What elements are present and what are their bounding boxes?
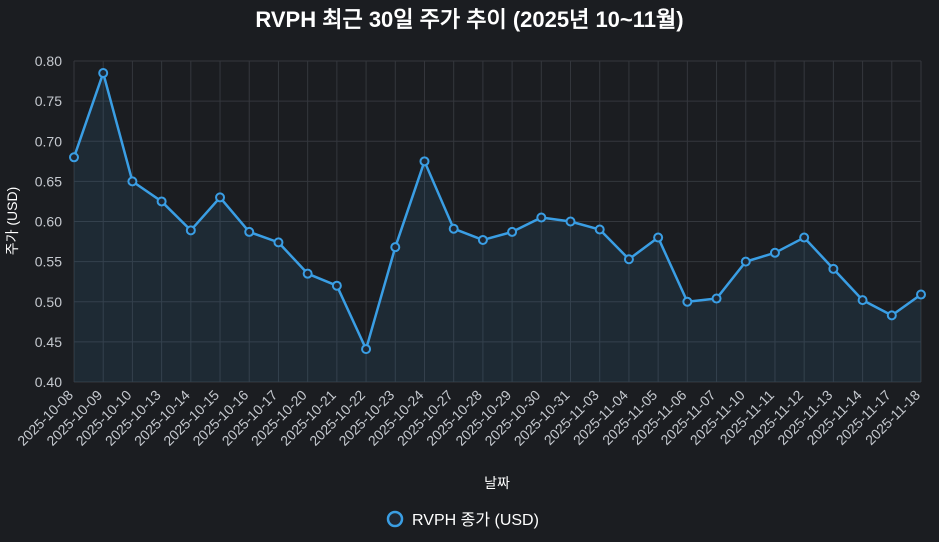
data-point[interactable] bbox=[507, 226, 518, 237]
y-tick-label: 0.45 bbox=[35, 334, 62, 350]
series-area bbox=[74, 73, 921, 382]
data-point[interactable] bbox=[828, 263, 839, 274]
data-point[interactable] bbox=[740, 256, 751, 267]
data-point[interactable] bbox=[185, 225, 196, 236]
data-point[interactable] bbox=[857, 295, 868, 306]
y-axis-title: 주가 (USD) bbox=[4, 187, 20, 256]
data-point[interactable] bbox=[916, 289, 926, 300]
data-point[interactable] bbox=[127, 176, 138, 187]
data-point[interactable] bbox=[390, 242, 401, 253]
data-point[interactable] bbox=[448, 223, 459, 234]
data-point[interactable] bbox=[799, 232, 810, 243]
series-line bbox=[72, 71, 922, 351]
legend-label: RVPH 종가 (USD) bbox=[412, 511, 539, 529]
series-points bbox=[69, 68, 926, 355]
data-point[interactable] bbox=[536, 212, 547, 223]
data-point[interactable] bbox=[477, 234, 488, 245]
data-point[interactable] bbox=[69, 152, 79, 163]
y-tick-label: 0.55 bbox=[35, 254, 62, 270]
y-tick-label: 0.60 bbox=[35, 214, 62, 230]
data-point[interactable] bbox=[769, 247, 780, 258]
data-point[interactable] bbox=[682, 296, 693, 307]
legend-marker bbox=[386, 510, 404, 528]
y-axis-ticks: 0.40 0.45 0.50 0.55 0.60 0.65 0.70 0.75 0.80 bbox=[35, 53, 62, 390]
data-point[interactable] bbox=[302, 268, 313, 279]
data-point[interactable] bbox=[331, 280, 342, 291]
data-point[interactable] bbox=[886, 310, 897, 321]
data-point[interactable] bbox=[419, 156, 430, 167]
y-tick-label: 0.65 bbox=[35, 173, 62, 189]
data-point[interactable] bbox=[653, 232, 664, 243]
legend[interactable]: RVPH 종가 (USD) bbox=[386, 510, 539, 529]
data-point[interactable] bbox=[565, 216, 576, 227]
y-tick-label: 0.80 bbox=[35, 53, 62, 69]
y-tick-label: 0.40 bbox=[35, 374, 62, 390]
data-point[interactable] bbox=[156, 196, 167, 207]
y-tick-label: 0.50 bbox=[35, 294, 62, 310]
data-point[interactable] bbox=[711, 293, 722, 304]
x-axis-ticks: 2025-10-082025-10-092025-10-102025-10-13… bbox=[14, 387, 923, 449]
grid-lines bbox=[73, 60, 922, 383]
data-point[interactable] bbox=[215, 192, 226, 203]
data-point[interactable] bbox=[244, 226, 255, 237]
data-point[interactable] bbox=[98, 68, 109, 79]
data-point[interactable] bbox=[623, 254, 634, 265]
y-tick-label: 0.70 bbox=[35, 133, 62, 149]
data-point[interactable] bbox=[273, 237, 284, 248]
y-tick-label: 0.75 bbox=[35, 93, 62, 109]
data-point[interactable] bbox=[594, 224, 605, 235]
data-point[interactable] bbox=[361, 344, 372, 355]
x-axis-title: 날짜 bbox=[484, 475, 510, 491]
chart-title: RVPH 최근 30일 주가 추이 (2025년 10~11월) bbox=[255, 7, 683, 32]
